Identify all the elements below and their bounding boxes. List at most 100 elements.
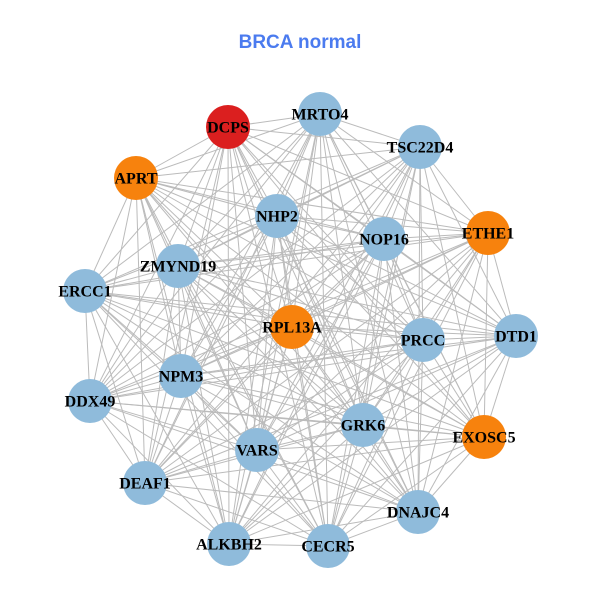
edge [227,126,258,451]
edge [84,232,489,292]
edge [84,290,329,547]
edge [135,177,419,513]
edge [256,146,421,451]
edge [84,290,424,341]
edge [177,265,424,341]
labels-layer: DCPS MRTO4 TSC22D4 APRT NHP2 NOP16 ETHE1 ZMYND1… [58,107,537,556]
edge [84,290,230,545]
node-cecr5 [306,524,350,568]
edge [180,375,419,513]
edge [144,232,489,484]
node-label-vars: VARS [236,443,278,460]
node-rpl13a [270,305,314,349]
edge [144,113,321,484]
node-label-dcps: DCPS [207,120,249,137]
edge [135,146,421,179]
edge [84,238,385,292]
node-tsc22d4 [398,125,442,169]
node-nhp2 [255,194,299,238]
edge [144,482,419,513]
chart-title: BRCA normal [238,32,362,53]
edge [180,215,278,377]
edge [84,290,293,328]
edge [135,177,182,377]
edge [256,335,517,451]
edge [89,339,424,402]
edge [177,265,517,337]
edge [227,126,364,426]
edge [319,113,489,234]
edge [180,232,489,377]
edge [327,232,489,547]
node-dnajc4 [396,490,440,534]
edge [227,126,419,513]
edge [177,265,485,438]
node-ethe1 [466,211,510,255]
node-zmynd19 [156,244,200,288]
node-exosc5 [462,415,506,459]
edge [228,232,489,545]
node-mrto4 [298,92,342,136]
edge [180,375,485,438]
node-label-nhp2: NHP2 [256,209,298,226]
edge [227,126,421,148]
edge [327,436,485,547]
edge [135,177,364,426]
edge [276,215,485,438]
edge [180,335,517,377]
edge [177,265,364,426]
edge [177,232,489,267]
edge [228,238,385,545]
edge [84,290,364,426]
edge [256,449,419,513]
node-dcps [206,105,250,149]
edge [135,177,146,484]
node-aprt [114,156,158,200]
edge [180,146,421,377]
edge [327,238,385,547]
node-label-ercc1: ERCC1 [58,284,111,301]
node-label-grk6: GRK6 [341,418,385,435]
edge [135,177,278,217]
edge [144,238,385,484]
edge [144,326,293,484]
edge [319,113,517,337]
node-label-npm3: NPM3 [159,369,203,386]
node-label-nop16: NOP16 [359,232,409,249]
edge [89,335,517,402]
edge [180,375,364,426]
edge [291,326,329,547]
edge [89,146,421,402]
edge [291,146,421,328]
edge [256,232,489,451]
edge [256,339,424,451]
edge [227,126,230,545]
edge [228,215,278,545]
edge [177,265,258,451]
edge [362,335,517,426]
edge [177,265,419,513]
node-dtd1 [494,314,538,358]
edge [227,126,489,234]
edge [84,290,146,484]
edge [84,113,321,292]
edge [291,113,321,328]
edge [135,177,489,234]
edge [144,339,424,484]
edge [417,339,424,513]
edge [180,375,230,545]
edge [135,177,485,438]
node-deaf1 [123,461,167,505]
edge [84,146,421,292]
edge [319,113,364,426]
edge [256,215,278,451]
node-ercc1 [63,269,107,313]
node-ddx49 [68,379,112,423]
edge [135,177,293,328]
edge [327,146,421,547]
edge [276,215,424,341]
node-label-tsc22d4: TSC22D4 [387,140,454,157]
node-label-zmynd19: ZMYND19 [140,259,216,276]
edge [319,113,419,513]
edge [383,238,419,513]
